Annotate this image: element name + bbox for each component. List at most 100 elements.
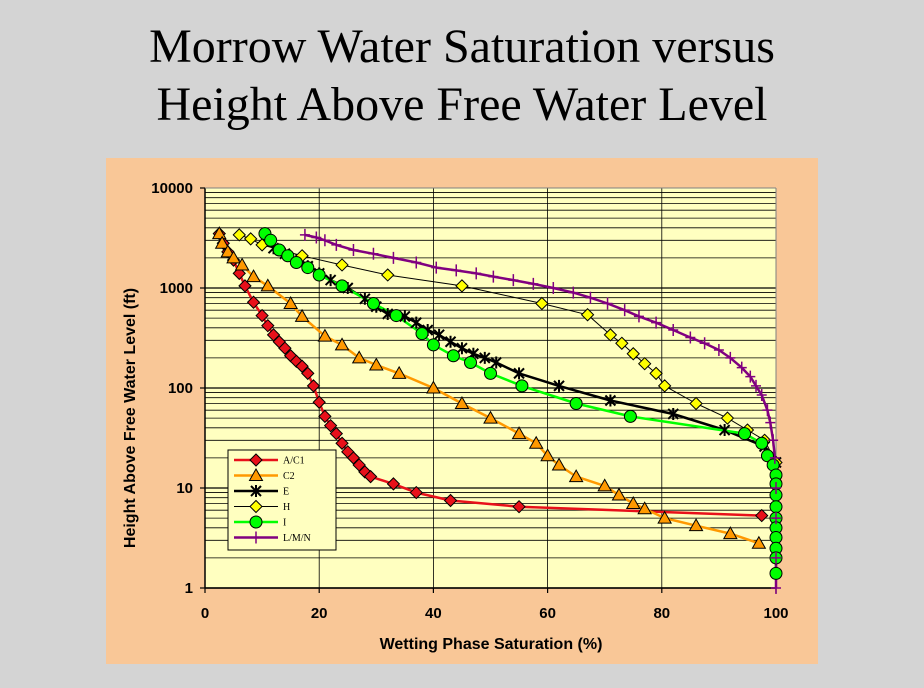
data-point-l-m-n <box>756 389 767 402</box>
data-point-i <box>289 255 303 269</box>
x-axis-title: Wetting Phase Saturation (%) <box>380 636 603 653</box>
legend-marker-e <box>250 485 262 497</box>
data-point-e <box>433 328 445 341</box>
data-point-h <box>720 411 735 425</box>
legend-label-e: E <box>283 487 289 498</box>
data-point-i <box>484 366 497 380</box>
data-point-c2 <box>214 235 230 249</box>
data-point-c2 <box>260 278 276 292</box>
data-point-e <box>604 394 617 407</box>
data-point-l-m-n <box>602 297 613 310</box>
data-point-h <box>335 258 349 272</box>
data-point-c2 <box>540 448 555 462</box>
y-tick-label: 1 <box>185 580 193 597</box>
data-point-c2 <box>483 410 498 424</box>
data-point-l-m-n <box>368 247 379 260</box>
data-point-h <box>580 308 595 322</box>
data-point-a-c1 <box>323 418 338 433</box>
x-tick-label: 100 <box>763 605 788 622</box>
data-point-i <box>366 296 380 310</box>
legend-marker-c2 <box>248 467 264 481</box>
data-point-e <box>479 351 491 364</box>
series-line-h <box>239 234 777 463</box>
data-point-c2 <box>751 535 767 549</box>
legend-box <box>227 449 337 551</box>
series-markers-i <box>258 227 783 580</box>
data-point-c2 <box>317 328 333 342</box>
legend-label-i: I <box>283 518 286 529</box>
data-point-a-c1 <box>238 279 252 293</box>
data-point-a-c1 <box>346 451 361 465</box>
data-point-e <box>513 367 525 380</box>
x-tick-label: 40 <box>425 605 442 622</box>
data-point-e <box>444 335 457 348</box>
data-point-i <box>426 338 440 352</box>
data-point-i <box>301 261 315 275</box>
data-point-a-c1 <box>386 477 401 491</box>
data-point-c2 <box>246 269 261 283</box>
data-point-l-m-n <box>319 234 330 247</box>
data-point-e <box>553 379 565 392</box>
data-point-l-m-n <box>751 379 762 392</box>
data-point-i <box>623 409 637 423</box>
slide-title-line-2: Height Above Free Water Level <box>156 78 768 131</box>
data-point-i <box>769 500 783 514</box>
data-point-h <box>615 336 629 350</box>
data-point-i <box>335 279 349 293</box>
data-point-i <box>312 268 326 282</box>
data-point-l-m-n <box>431 261 442 274</box>
data-point-c2 <box>688 518 704 532</box>
data-point-i <box>464 355 478 369</box>
data-point-l-m-n <box>736 361 747 374</box>
data-point-l-m-n <box>331 238 342 251</box>
data-point-l-m-n <box>411 256 422 269</box>
data-point-a-c1 <box>295 359 309 373</box>
data-point-a-c1 <box>363 469 378 484</box>
y-tick-label: 10 <box>176 480 193 497</box>
y-tick-label: 10000 <box>151 180 193 197</box>
legend-label-c2: C2 <box>283 471 295 482</box>
data-point-l-m-n <box>633 310 644 323</box>
data-point-l-m-n <box>388 251 399 264</box>
x-tick-label: 60 <box>539 605 556 622</box>
x-tick-label: 0 <box>201 605 209 622</box>
legend-marker-l-m-n <box>251 531 261 544</box>
data-point-l-m-n <box>299 228 310 241</box>
data-point-i <box>769 566 783 580</box>
data-point-e <box>667 407 679 420</box>
data-point-l-m-n <box>619 304 630 317</box>
series-markers-a-c1 <box>212 226 769 523</box>
legend-marker-h <box>249 499 263 514</box>
data-point-c2 <box>391 365 407 379</box>
data-point-i <box>738 427 752 441</box>
data-point-a-c1 <box>318 409 332 424</box>
data-point-l-m-n <box>488 270 499 283</box>
data-point-c2 <box>426 380 441 394</box>
data-point-e <box>718 424 731 437</box>
data-point-l-m-n <box>585 291 596 304</box>
data-point-c2 <box>294 308 310 322</box>
data-point-i <box>446 349 460 363</box>
data-point-l-m-n <box>568 286 579 299</box>
data-point-c2 <box>334 337 350 351</box>
data-point-l-m-n <box>668 324 679 337</box>
data-point-l-m-n <box>508 274 519 287</box>
data-point-c2 <box>351 350 367 364</box>
data-point-i <box>415 327 429 341</box>
data-point-a-c1 <box>306 379 321 393</box>
data-point-l-m-n <box>713 343 724 356</box>
data-point-h <box>243 232 258 246</box>
data-point-a-c1 <box>335 436 349 450</box>
data-point-h <box>689 396 703 411</box>
data-point-a-c1 <box>512 500 526 514</box>
data-point-a-c1 <box>329 426 344 441</box>
data-point-c2 <box>368 357 384 371</box>
data-point-c2 <box>234 257 250 271</box>
data-point-c2 <box>454 395 470 409</box>
data-point-l-m-n <box>725 351 736 364</box>
data-point-e <box>490 356 502 369</box>
data-point-i <box>755 436 769 450</box>
data-point-c2 <box>568 469 584 483</box>
data-point-i <box>769 530 783 544</box>
data-point-l-m-n <box>699 337 710 350</box>
